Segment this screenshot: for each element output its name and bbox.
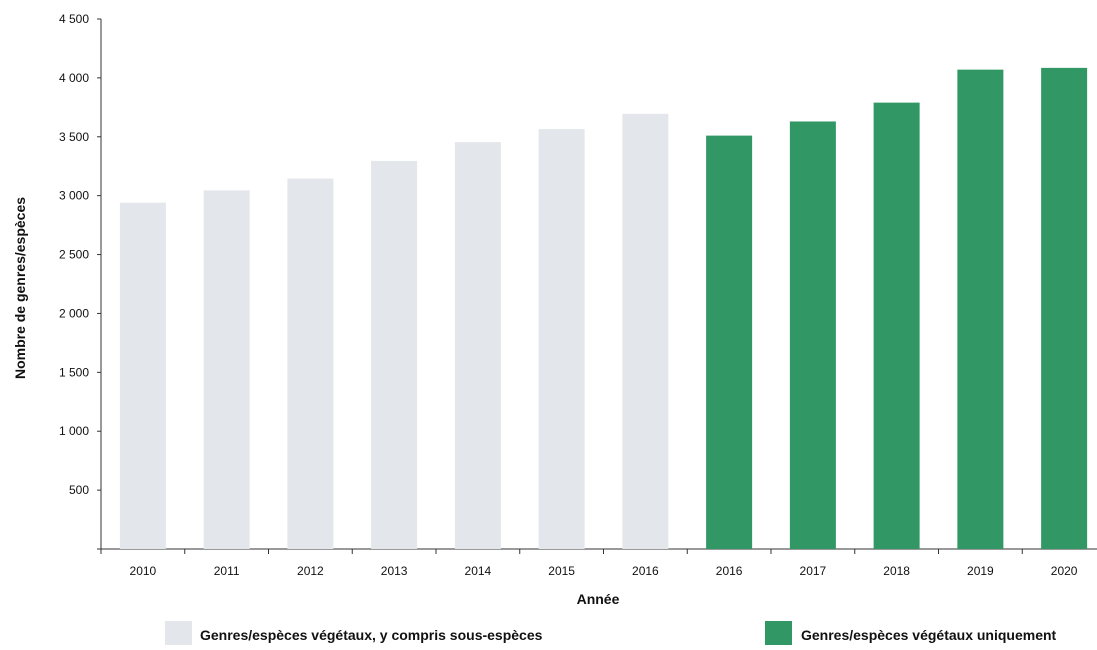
x-axis-title: Année	[577, 591, 620, 607]
legend: Genres/espèces végétaux, y compris sous-…	[165, 621, 1057, 645]
y-tick-label: 3 000	[59, 189, 89, 203]
x-tick-label: 2016	[716, 564, 743, 578]
x-tick-label: 2012	[297, 564, 324, 578]
y-axis: 500 1 000 1 500 2 000 2 500 3 000 3 500 4 000 4 …	[59, 12, 102, 550]
y-tick-label: 3 500	[59, 130, 89, 144]
y-tick-label: 1 500	[59, 365, 89, 379]
y-tick-label: 1 000	[59, 424, 89, 438]
y-axis-title: Nombre de genres/espèces	[12, 197, 28, 379]
legend-label-including-subspecies: Genres/espèces végétaux, y compris sous-…	[200, 627, 543, 643]
x-tick-label: 2019	[967, 564, 994, 578]
bar-2017-series-1	[789, 121, 836, 549]
x-tick-label: 2015	[548, 564, 575, 578]
bar-2011-series-0	[203, 190, 250, 549]
bar-2016-series-0	[622, 113, 669, 550]
bar-2013-series-0	[371, 160, 418, 549]
bar-2010-series-0	[119, 202, 166, 549]
y-tick-label: 2 000	[59, 306, 89, 320]
bar-2012-series-0	[287, 178, 334, 550]
legend-swatch-including-subspecies	[165, 621, 192, 645]
bars	[119, 67, 1088, 550]
y-tick-label: 500	[69, 483, 89, 497]
bar-2016-series-1	[706, 135, 753, 549]
x-tick-label: 2017	[800, 564, 827, 578]
bar-2019-series-1	[957, 69, 1004, 550]
bar-2014-series-0	[454, 142, 501, 550]
x-tick-label: 2020	[1051, 564, 1078, 578]
bar-2018-series-1	[873, 102, 920, 549]
bar-2015-series-0	[538, 129, 585, 549]
legend-label-only-species: Genres/espèces végétaux uniquement	[801, 627, 1057, 643]
x-tick-label: 2010	[130, 564, 157, 578]
x-tick-label: 2018	[883, 564, 910, 578]
x-tick-label: 2011	[214, 564, 240, 578]
y-tick-label: 4 500	[59, 12, 89, 26]
x-tick-label: 2013	[381, 564, 408, 578]
x-axis: 2010 2011 2012 2013 2014 2015 2016 2016 2017 2018…	[100, 548, 1097, 578]
legend-swatch-only-species	[765, 621, 792, 645]
x-tick-label: 2016	[632, 564, 659, 578]
bar-2020-series-1	[1041, 67, 1088, 549]
x-tick-label: 2014	[465, 564, 492, 578]
y-tick-label: 2 500	[59, 248, 89, 262]
y-tick-label: 4 000	[59, 71, 89, 85]
